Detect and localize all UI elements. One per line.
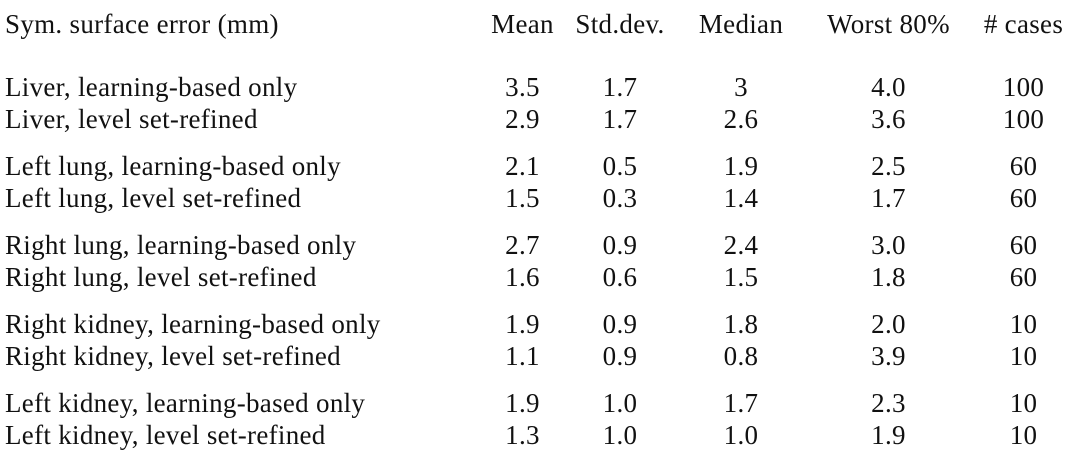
cell-mean: 1.5 xyxy=(505,183,540,213)
row-label: Liver, level set-refined xyxy=(5,104,258,134)
column-header-mean: Mean xyxy=(491,9,554,39)
row-label: Right lung, level set-refined xyxy=(5,262,317,292)
row-label: Left kidney, learning-based only xyxy=(5,388,366,418)
cell-num-cases: 60 xyxy=(1009,151,1038,181)
cell-num-cases: 10 xyxy=(1009,420,1038,450)
column-header-median: Median xyxy=(698,9,784,39)
cell-num-cases: 100 xyxy=(1002,72,1045,102)
cell-median: 3 xyxy=(734,72,748,102)
cell-worst-80: 2.0 xyxy=(871,309,906,339)
table-row: Liver, level set-refined 2.9 1.7 2.6 3.6… xyxy=(0,103,1082,135)
cell-num-cases: 60 xyxy=(1009,230,1038,260)
cell-std-dev: 0.5 xyxy=(602,151,638,181)
cell-mean: 1.3 xyxy=(505,420,540,450)
cell-std-dev: 1.0 xyxy=(602,420,638,450)
column-header-metric: Sym. surface error (mm) xyxy=(5,9,279,39)
cell-num-cases: 100 xyxy=(1002,104,1045,134)
cell-std-dev: 0.9 xyxy=(602,230,638,260)
cell-std-dev: 1.0 xyxy=(602,388,638,418)
cell-num-cases: 60 xyxy=(1009,262,1038,292)
cell-median: 1.8 xyxy=(723,309,759,339)
column-header-num-cases: # cases xyxy=(983,9,1064,39)
cell-mean: 1.9 xyxy=(505,309,540,339)
cell-median: 1.9 xyxy=(723,151,759,181)
table-row: Right kidney, learning-based only 1.9 0.… xyxy=(0,293,1082,340)
cell-worst-80: 2.5 xyxy=(871,151,906,181)
table-row: Left kidney, learning-based only 1.9 1.0… xyxy=(0,372,1082,419)
cell-std-dev: 0.3 xyxy=(602,183,638,213)
cell-num-cases: 10 xyxy=(1009,388,1038,418)
table-row: Left lung, level set-refined 1.5 0.3 1.4… xyxy=(0,182,1082,214)
cell-median: 1.4 xyxy=(723,183,759,213)
cell-num-cases: 10 xyxy=(1009,309,1038,339)
cell-median: 1.7 xyxy=(723,388,759,418)
cell-median: 2.4 xyxy=(723,230,759,260)
table-row: Right lung, learning-based only 2.7 0.9 … xyxy=(0,214,1082,261)
cell-median: 0.8 xyxy=(723,341,759,371)
table-body: Liver, learning-based only 3.5 1.7 3 4.0… xyxy=(0,56,1082,451)
column-header-std-dev: Std.dev. xyxy=(575,9,665,39)
cell-mean: 2.1 xyxy=(505,151,540,181)
cell-mean: 2.9 xyxy=(505,104,540,134)
table-row: Left kidney, level set-refined 1.3 1.0 1… xyxy=(0,419,1082,451)
row-label: Left lung, learning-based only xyxy=(5,151,341,181)
cell-std-dev: 0.6 xyxy=(602,262,638,292)
table-row: Right lung, level set-refined 1.6 0.6 1.… xyxy=(0,261,1082,293)
cell-worst-80: 4.0 xyxy=(871,72,906,102)
cell-worst-80: 1.8 xyxy=(871,262,906,292)
cell-mean: 1.9 xyxy=(505,388,540,418)
row-label: Liver, learning-based only xyxy=(5,72,298,102)
cell-std-dev: 1.7 xyxy=(602,104,638,134)
cell-mean: 2.7 xyxy=(505,230,540,260)
table-row: Left lung, learning-based only 2.1 0.5 1… xyxy=(0,135,1082,182)
cell-worst-80: 1.9 xyxy=(871,420,906,450)
cell-mean: 1.6 xyxy=(505,262,540,292)
row-label: Right kidney, level set-refined xyxy=(5,341,341,371)
cell-mean: 1.1 xyxy=(505,341,540,371)
row-label: Right lung, learning-based only xyxy=(5,230,357,260)
row-label: Left kidney, level set-refined xyxy=(5,420,326,450)
cell-median: 1.5 xyxy=(723,262,759,292)
header-row: Sym. surface error (mm) Mean Std.dev. Me… xyxy=(0,0,1082,56)
cell-median: 2.6 xyxy=(723,104,759,134)
cell-std-dev: 0.9 xyxy=(602,309,638,339)
column-header-worst-80: Worst 80% xyxy=(827,9,950,39)
row-label: Right kidney, learning-based only xyxy=(5,309,381,339)
cell-num-cases: 10 xyxy=(1009,341,1038,371)
cell-mean: 3.5 xyxy=(505,72,540,102)
cell-median: 1.0 xyxy=(723,420,759,450)
table-row: Liver, learning-based only 3.5 1.7 3 4.0… xyxy=(0,56,1082,103)
row-label: Left lung, level set-refined xyxy=(5,183,302,213)
cell-num-cases: 60 xyxy=(1009,183,1038,213)
cell-worst-80: 1.7 xyxy=(871,183,906,213)
cell-worst-80: 3.6 xyxy=(871,104,906,134)
table-row: Right kidney, level set-refined 1.1 0.9 … xyxy=(0,340,1082,372)
cell-std-dev: 0.9 xyxy=(602,341,638,371)
cell-std-dev: 1.7 xyxy=(602,72,638,102)
cell-worst-80: 2.3 xyxy=(871,388,906,418)
cell-worst-80: 3.9 xyxy=(871,341,906,371)
cell-worst-80: 3.0 xyxy=(871,230,906,260)
